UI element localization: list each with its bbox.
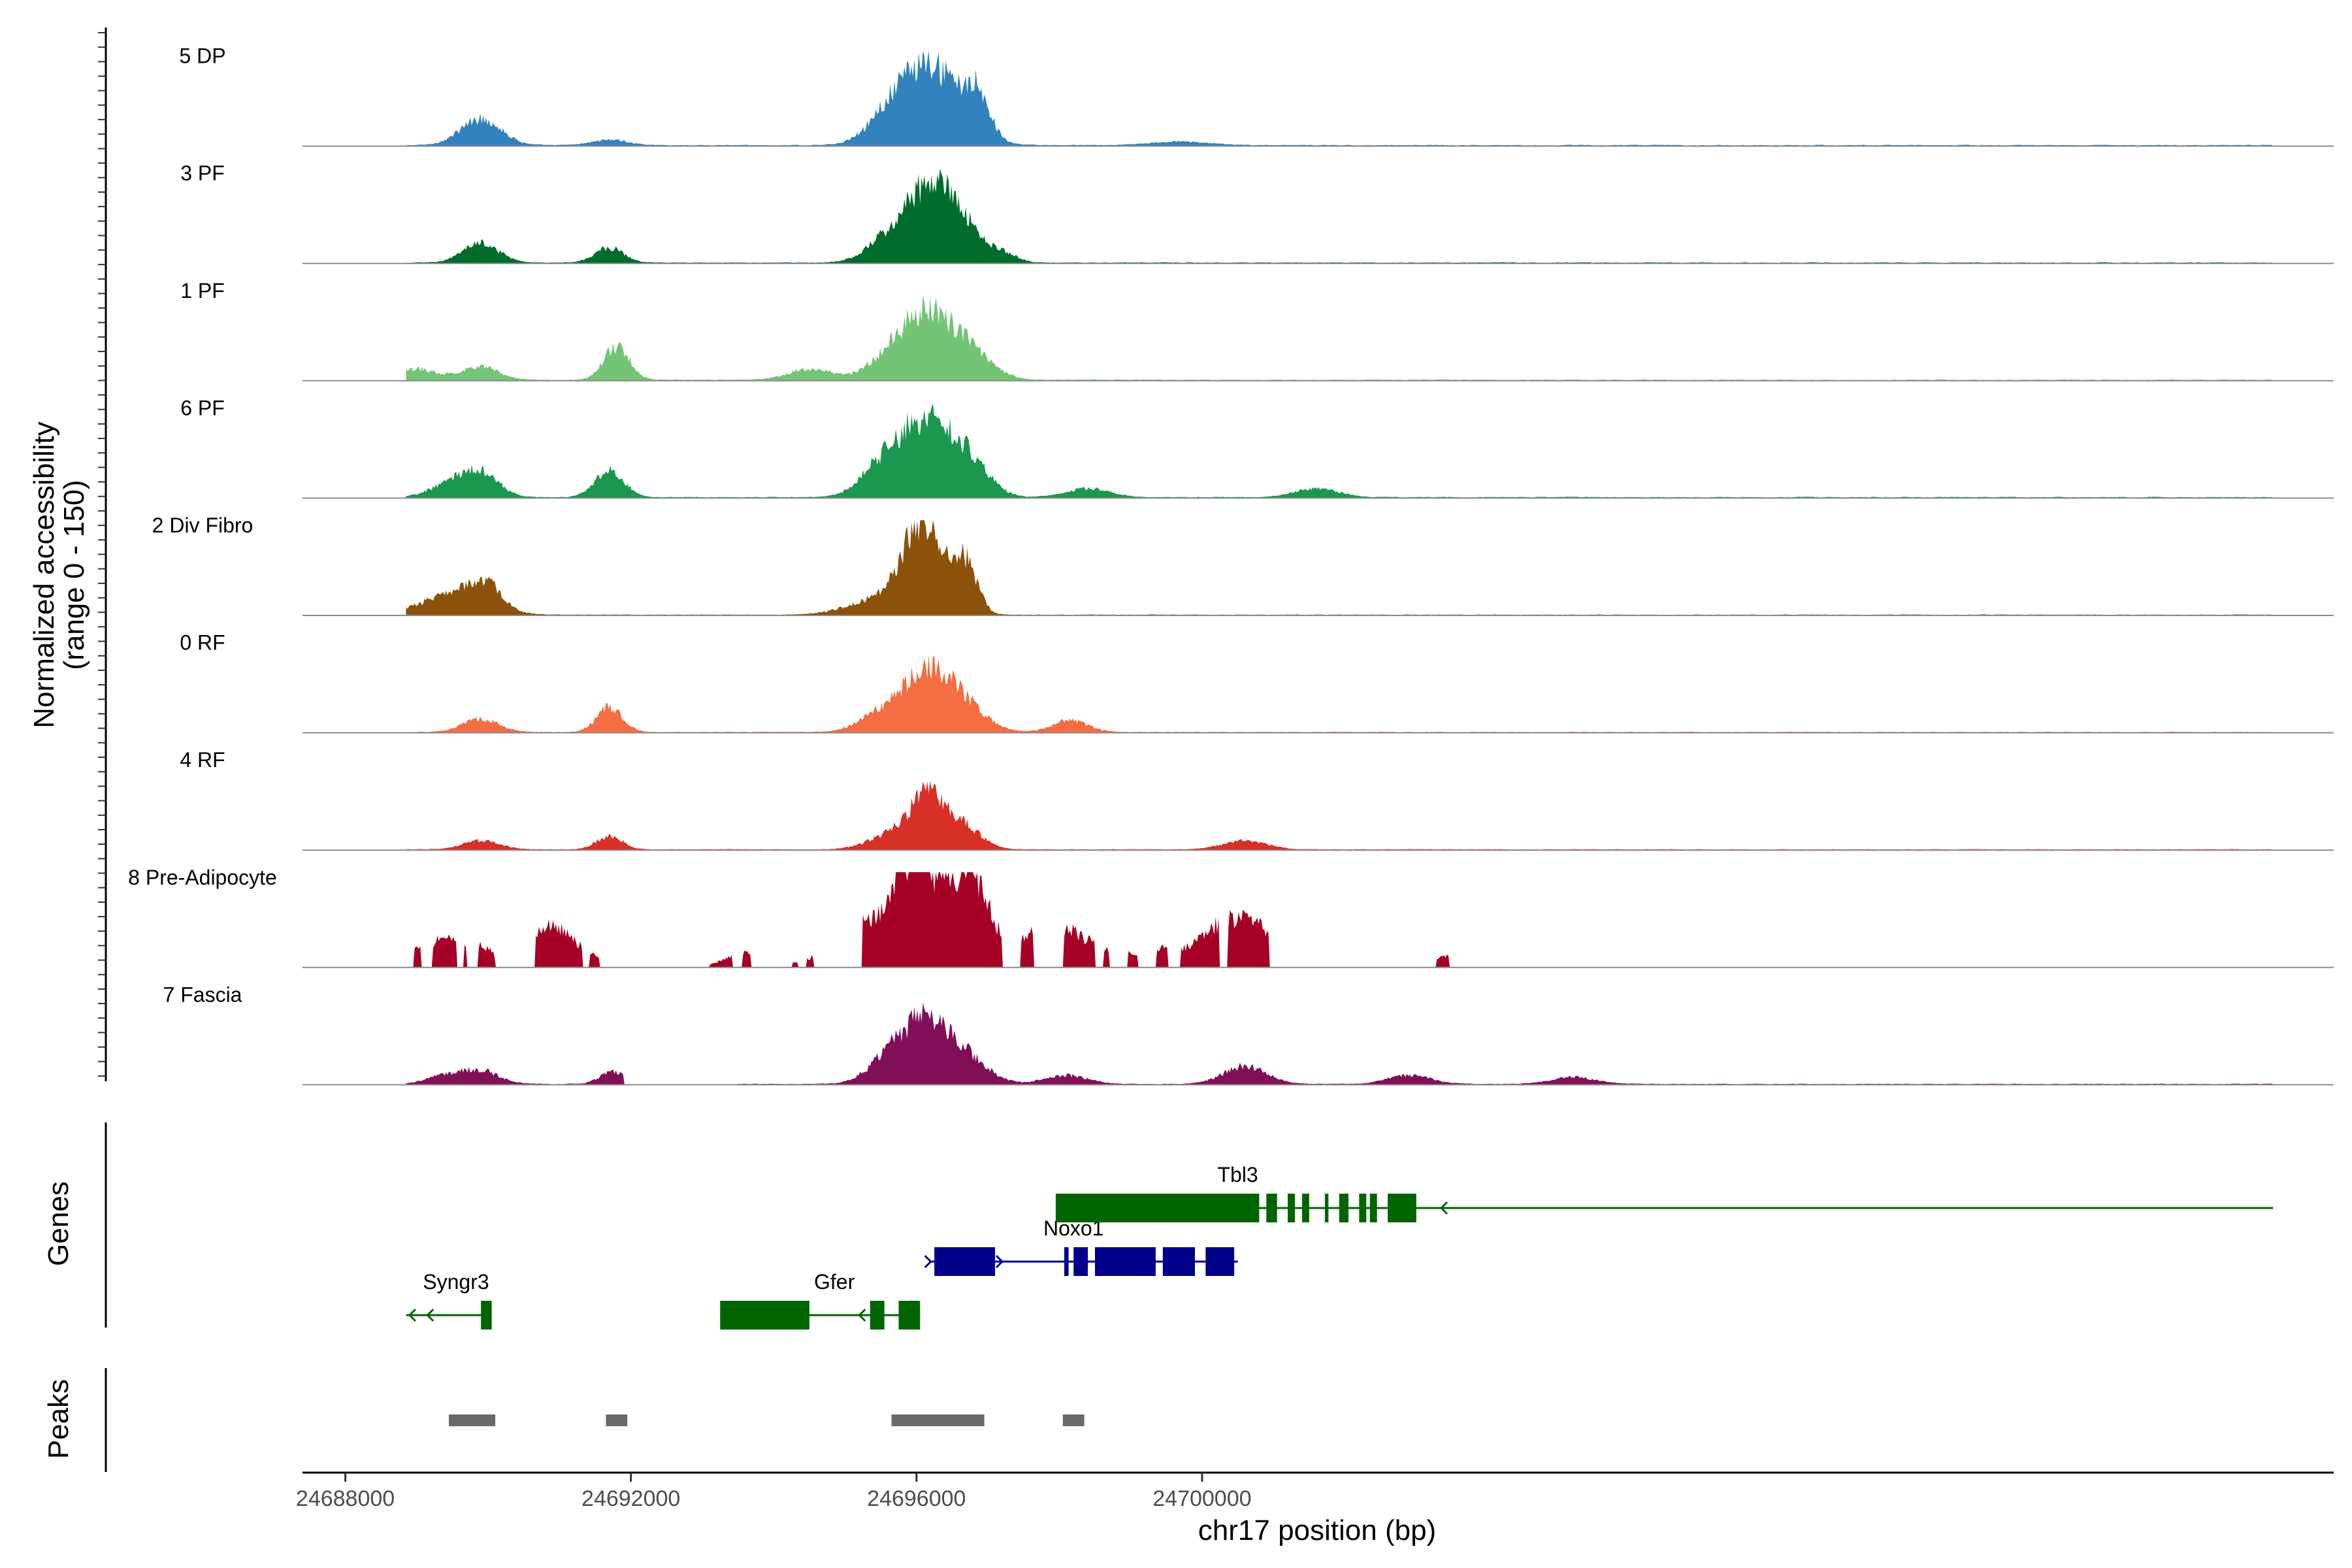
track-3-pf: 3 PF <box>180 161 2334 265</box>
coverage-area-3-pf <box>406 168 2274 264</box>
track-label-0-rf: 0 RF <box>180 631 225 655</box>
exon-tbl3 <box>1359 1194 1367 1222</box>
peak-region <box>606 1414 628 1426</box>
strand-arrow-syngr3 <box>408 1308 416 1322</box>
exon-noxo1 <box>1095 1247 1156 1276</box>
exon-gfer <box>898 1301 921 1330</box>
track-label-7-fascia: 7 Fascia <box>163 983 242 1006</box>
exon-tbl3 <box>1369 1194 1377 1222</box>
gene-track: Syngr3 Gfer Noxo1 Tbl3 <box>406 1163 2274 1330</box>
coverage-tracks: 5 DP 3 PF 1 PF 6 PF 2 Div Fibro 0 RF 4 RF 8 Pre… <box>128 44 2334 1086</box>
strand-arrow-tbl3 <box>1439 1201 1448 1215</box>
track-2-div-fibro: 2 Div Fibro <box>152 514 2334 616</box>
exon-tbl3 <box>1055 1194 1260 1222</box>
track-5-dp: 5 DP <box>179 44 2334 147</box>
coverage-area-4-rf <box>406 781 2274 851</box>
track-4-rf: 4 RF <box>180 748 2334 851</box>
strand-arrow-noxo1 <box>995 1254 1004 1269</box>
exon-noxo1 <box>1162 1247 1195 1276</box>
exon-syngr3 <box>481 1301 492 1330</box>
x-tick-label: 24700000 <box>1152 1486 1251 1511</box>
coverage-area-2-div-fibro <box>406 520 2274 615</box>
coverage-area-6-pf <box>406 403 2274 498</box>
coverage-area-1-pf <box>406 295 2274 381</box>
gene-label-tbl3: Tbl3 <box>1217 1163 1258 1186</box>
peaks-track-title: Peaks <box>42 1379 74 1459</box>
peak-region <box>891 1414 985 1426</box>
exon-noxo1 <box>934 1247 996 1276</box>
gene-label-syngr3: Syngr3 <box>423 1270 489 1294</box>
exon-noxo1 <box>1064 1247 1069 1276</box>
peak-region <box>449 1414 496 1426</box>
exon-tbl3 <box>1324 1194 1329 1222</box>
exon-tbl3 <box>1388 1194 1416 1222</box>
strand-arrow-noxo1 <box>924 1254 932 1269</box>
coverage-area-0-rf <box>406 655 2274 733</box>
track-8-pre-adipocyte: 8 Pre-Adipocyte <box>128 866 2334 968</box>
peaks-track <box>449 1414 1085 1426</box>
exon-noxo1 <box>1073 1247 1088 1276</box>
x-tick-label: 24688000 <box>296 1486 395 1511</box>
gene-syngr3: Syngr3 <box>406 1270 492 1330</box>
track-label-1-pf: 1 PF <box>180 279 225 302</box>
gene-tbl3: Tbl3 <box>1055 1163 2274 1222</box>
x-tick-label: 24696000 <box>867 1486 966 1511</box>
y-axis-title: Normalized accessibility <box>28 421 60 728</box>
gene-noxo1: Noxo1 <box>924 1217 1238 1276</box>
track-label-3-pf: 3 PF <box>180 161 225 185</box>
track-label-5-dp: 5 DP <box>179 44 225 68</box>
exon-gfer <box>870 1301 885 1330</box>
gene-label-gfer: Gfer <box>814 1270 855 1294</box>
exon-noxo1 <box>1205 1247 1235 1276</box>
exon-tbl3 <box>1288 1194 1295 1222</box>
exon-tbl3 <box>1266 1194 1277 1222</box>
track-label-4-rf: 4 RF <box>180 748 225 772</box>
exon-tbl3 <box>1339 1194 1348 1222</box>
track-0-rf: 0 RF <box>180 631 2334 734</box>
track-label-6-pf: 6 PF <box>180 396 225 419</box>
y-axis-subtitle: (range 0 - 150) <box>58 480 90 670</box>
track-1-pf: 1 PF <box>180 279 2334 382</box>
peak-region <box>1062 1414 1085 1426</box>
track-6-pf: 6 PF <box>180 396 2334 499</box>
gene-gfer: Gfer <box>720 1270 921 1330</box>
y-axis <box>98 27 107 1081</box>
track-label-8-pre-adipocyte: 8 Pre-Adipocyte <box>128 866 277 889</box>
x-tick-label: 24692000 <box>581 1486 680 1511</box>
track-7-fascia: 7 Fascia <box>163 983 2334 1086</box>
x-axis-title: chr17 position (bp) <box>1198 1514 1436 1546</box>
track-label-2-div-fibro: 2 Div Fibro <box>152 514 253 537</box>
strand-arrow-gfer <box>858 1308 866 1322</box>
genes-track-title: Genes <box>42 1181 74 1266</box>
coverage-area-7-fascia <box>406 1002 2274 1085</box>
x-axis: 24688000 24692000 24696000 24700000 <box>296 1471 2334 1511</box>
exon-tbl3 <box>1301 1194 1309 1222</box>
strand-arrow-syngr3 <box>426 1308 434 1322</box>
coverage-area-8-pre-adipocyte <box>406 872 2274 968</box>
coverage-area-5-dp <box>406 50 2274 146</box>
exon-gfer <box>720 1301 809 1330</box>
